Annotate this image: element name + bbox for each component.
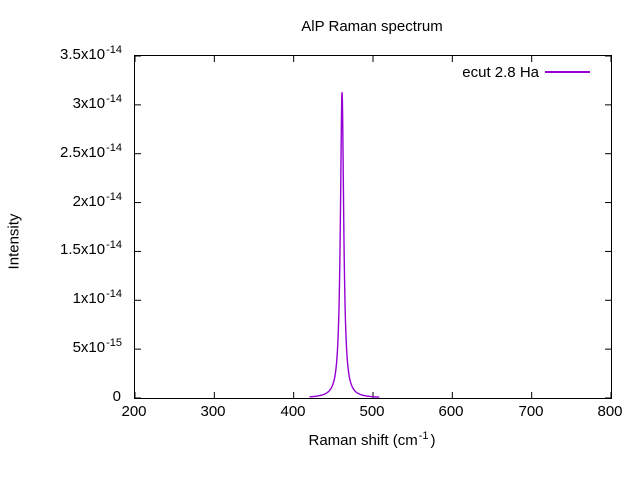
x-tick-label: 700 xyxy=(518,403,544,420)
y-tick-label: 2.5x10-14 xyxy=(60,142,122,161)
x-tick-label: 500 xyxy=(359,403,385,420)
plot-area xyxy=(134,55,612,399)
x-tick-label: 400 xyxy=(280,403,306,420)
x-tick-label: 200 xyxy=(121,403,147,420)
legend: ecut 2.8 Ha xyxy=(320,63,592,81)
y-tick-label: 2x10-14 xyxy=(72,191,122,210)
x-tick-label: 600 xyxy=(438,403,464,420)
x-axis-title: Raman shift (cm-1) xyxy=(308,430,436,449)
y-tick-label: 1.5x10-14 xyxy=(60,239,122,258)
x-tick-label: 300 xyxy=(200,403,226,420)
y-tick-label: 1x10-14 xyxy=(72,288,122,307)
spectrum-curve-canvas xyxy=(135,56,611,398)
y-tick-label: 0 xyxy=(112,388,121,405)
y-tick-label: 3.5x10-14 xyxy=(60,44,122,63)
y-tick-label: 3x10-14 xyxy=(72,93,122,112)
x-tick-label: 800 xyxy=(597,403,623,420)
y-tick-label: 5x10-15 xyxy=(72,337,122,356)
legend-line-sample xyxy=(545,71,590,73)
legend-entry-label: ecut 2.8 Ha xyxy=(462,63,539,81)
chart-title: AlP Raman spectrum xyxy=(301,18,443,35)
